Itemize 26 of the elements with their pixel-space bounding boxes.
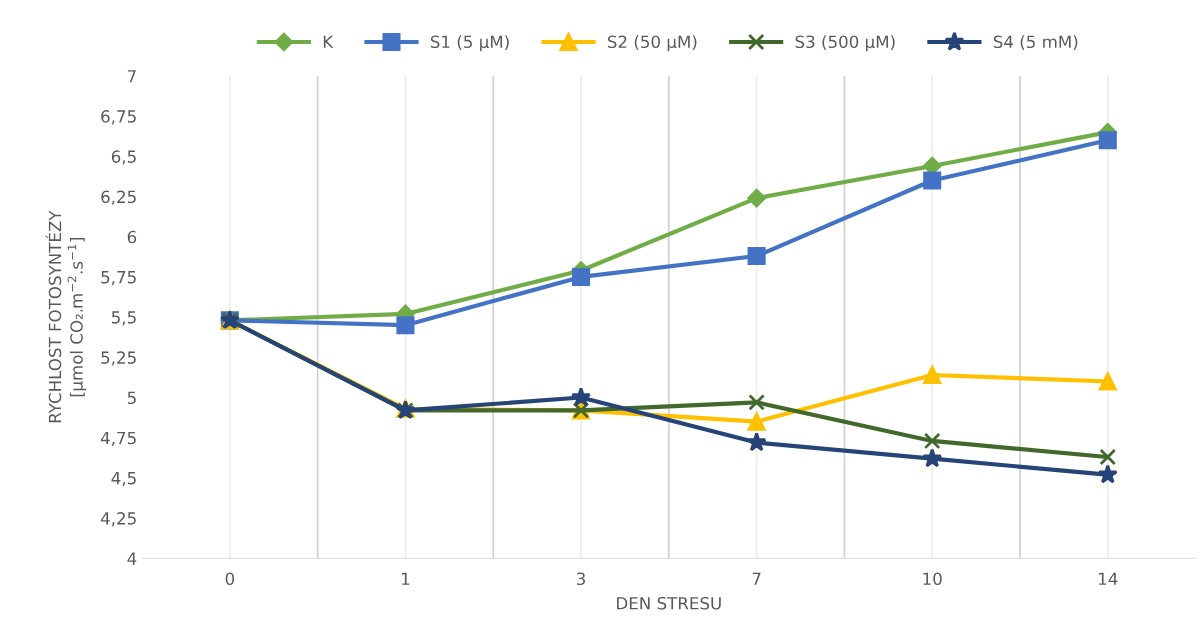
y-tick-label: 6 bbox=[127, 230, 137, 244]
y-tick-label: 6,25 bbox=[101, 190, 136, 205]
x-tick-label: 7 bbox=[752, 572, 761, 585]
legend-label: S3 (500 µM) bbox=[795, 35, 895, 52]
x-axis-title: DEN STRESU bbox=[617, 596, 721, 610]
legend-label: S1 (5 µM) bbox=[430, 35, 509, 52]
y-tick-label: 6,5 bbox=[111, 150, 136, 165]
y-tick-label: 5 bbox=[127, 391, 136, 405]
y-tick-label: 5,25 bbox=[101, 351, 136, 366]
y-tick-label: 5,5 bbox=[111, 311, 136, 326]
legend-label: S4 (5 mM) bbox=[993, 35, 1078, 51]
y-axis-title: RYCHLOST FOTOSYNTÉZY [µmol CO₂.m$^{−2}$.s$^{−1}$] bbox=[45, 210, 87, 423]
x-tick-label: 1 bbox=[401, 572, 410, 585]
y-tick-label: 4,25 bbox=[100, 512, 136, 527]
x-tick-label: 3 bbox=[577, 572, 585, 586]
y-tick-label: 4,75 bbox=[100, 431, 136, 446]
legend-label: S2 (50 µM) bbox=[607, 35, 697, 52]
x-tick-label: 0 bbox=[225, 572, 235, 586]
legend-label: K bbox=[323, 35, 334, 48]
y-tick-label: 4,5 bbox=[111, 472, 136, 487]
x-tick-label: 14 bbox=[1099, 572, 1118, 585]
y-tick-label: 7 bbox=[127, 70, 136, 83]
y-tick-label: 6,75 bbox=[101, 110, 136, 125]
y-tick-label: 4 bbox=[127, 552, 137, 565]
x-tick-label: 10 bbox=[923, 572, 942, 586]
y-tick-label: 5,75 bbox=[101, 271, 136, 286]
